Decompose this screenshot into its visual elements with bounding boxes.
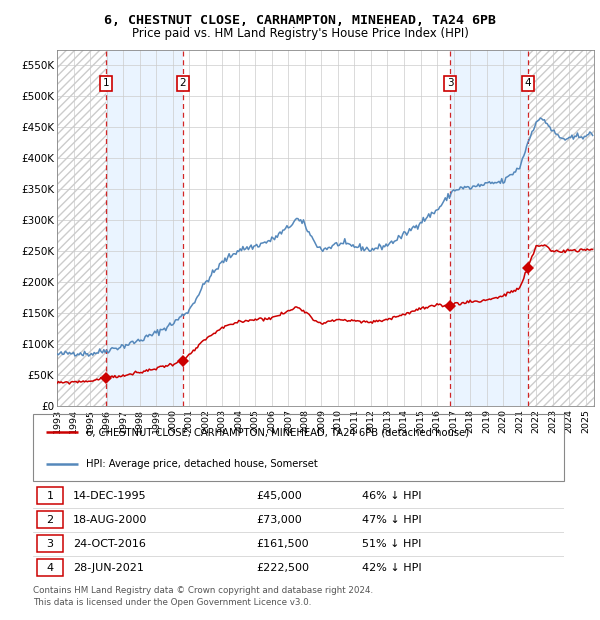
FancyBboxPatch shape	[37, 559, 63, 576]
Text: £161,500: £161,500	[256, 539, 308, 549]
Text: £73,000: £73,000	[256, 515, 302, 525]
Text: 18-AUG-2000: 18-AUG-2000	[73, 515, 147, 525]
Text: 51% ↓ HPI: 51% ↓ HPI	[362, 539, 422, 549]
Text: 4: 4	[46, 563, 53, 573]
Text: 2: 2	[46, 515, 53, 525]
FancyBboxPatch shape	[37, 512, 63, 528]
Text: 4: 4	[524, 79, 531, 89]
Bar	[528, 50, 594, 406]
Text: 46% ↓ HPI: 46% ↓ HPI	[362, 490, 422, 500]
Text: 14-DEC-1995: 14-DEC-1995	[73, 490, 146, 500]
FancyBboxPatch shape	[37, 535, 63, 552]
Text: 2: 2	[179, 79, 186, 89]
FancyBboxPatch shape	[37, 487, 63, 504]
Bar	[57, 50, 106, 406]
Text: 6, CHESTNUT CLOSE, CARHAMPTON, MINEHEAD, TA24 6PB: 6, CHESTNUT CLOSE, CARHAMPTON, MINEHEAD,…	[104, 14, 496, 27]
Text: 42% ↓ HPI: 42% ↓ HPI	[362, 563, 422, 573]
Text: 47% ↓ HPI: 47% ↓ HPI	[362, 515, 422, 525]
Bar	[450, 50, 528, 406]
Text: 3: 3	[447, 79, 454, 89]
Text: £45,000: £45,000	[256, 490, 302, 500]
Text: 24-OCT-2016: 24-OCT-2016	[73, 539, 146, 549]
Bar	[106, 50, 183, 406]
Text: 3: 3	[46, 539, 53, 549]
Text: 28-JUN-2021: 28-JUN-2021	[73, 563, 144, 573]
Text: 1: 1	[46, 490, 53, 500]
Text: This data is licensed under the Open Government Licence v3.0.: This data is licensed under the Open Gov…	[33, 598, 311, 608]
Text: Price paid vs. HM Land Registry's House Price Index (HPI): Price paid vs. HM Land Registry's House …	[131, 27, 469, 40]
Text: 1: 1	[103, 79, 109, 89]
Text: 6, CHESTNUT CLOSE, CARHAMPTON, MINEHEAD, TA24 6PB (detached house): 6, CHESTNUT CLOSE, CARHAMPTON, MINEHEAD,…	[86, 427, 469, 437]
Text: £222,500: £222,500	[256, 563, 309, 573]
Text: HPI: Average price, detached house, Somerset: HPI: Average price, detached house, Some…	[86, 459, 318, 469]
Text: Contains HM Land Registry data © Crown copyright and database right 2024.: Contains HM Land Registry data © Crown c…	[33, 586, 373, 595]
